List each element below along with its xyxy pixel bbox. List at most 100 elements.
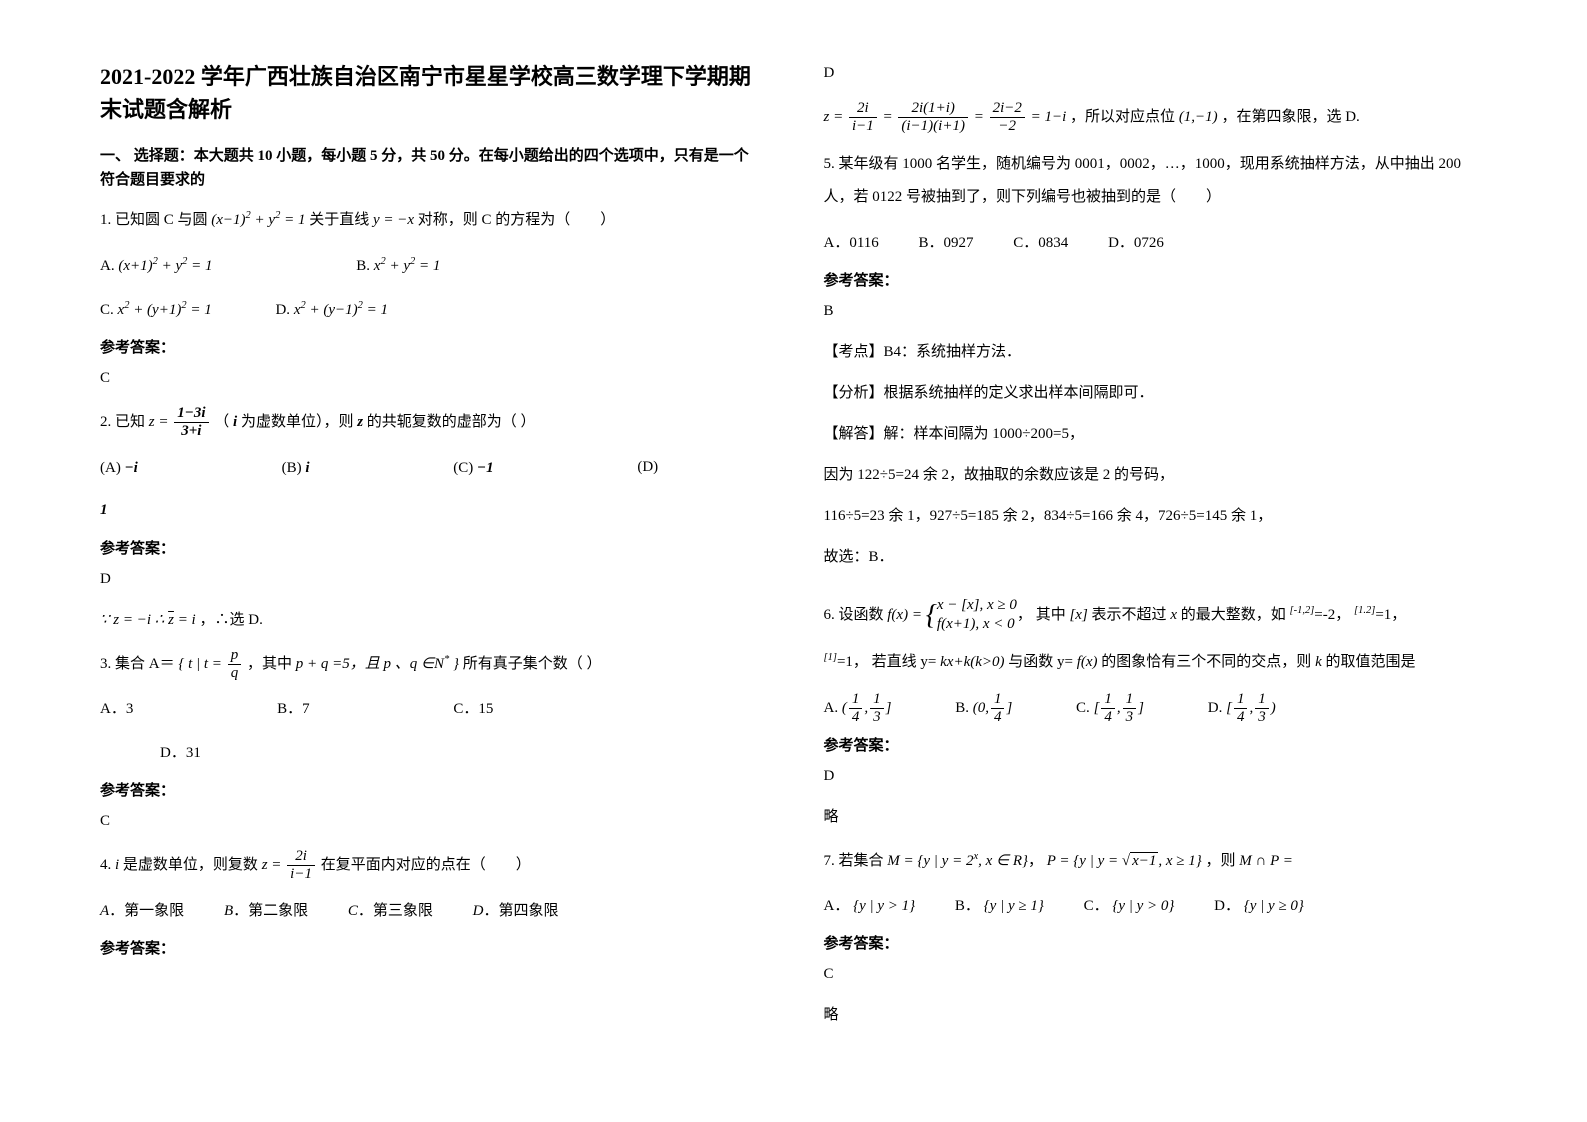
- q1-optC-expr: x2 + (y+1)2 = 1: [118, 302, 212, 318]
- q6-answer: D: [824, 763, 1488, 790]
- optC-label: C.: [100, 302, 114, 318]
- q3-options: A．3 B．7 C．15: [100, 691, 764, 728]
- q2-z: z: [353, 414, 366, 430]
- q7-answer-label: 参考答案：: [824, 932, 1488, 953]
- q6-bracket-x: [x]: [1069, 607, 1087, 623]
- q4-i: i: [115, 857, 123, 873]
- q6-supA-val: =-2，: [1314, 607, 1350, 623]
- optA-label: ．第一象限: [109, 903, 184, 919]
- q6-k: k: [1315, 654, 1325, 670]
- question-6: 6. 设函数 f(x) = {x − [x], x ≥ 0f(x+1), x <…: [824, 585, 1488, 680]
- optB-label: B.: [356, 258, 370, 274]
- q4-optA: A．第一象限: [100, 893, 184, 929]
- q6-x: x: [1170, 607, 1180, 623]
- optD-label: D.: [1208, 700, 1223, 716]
- q6-mid5: 与函数 y=: [1008, 654, 1073, 670]
- q3-expr2: p + q =5，且 p 、q ∈N* }: [296, 656, 459, 672]
- q1-stem-pre: 1. 已知圆 C 与圆: [100, 212, 208, 228]
- q7-optA-val: {y | y > 1}: [853, 898, 915, 914]
- optC-label: (C): [453, 460, 473, 476]
- q4-answer: D: [824, 60, 1488, 87]
- q7-optC-val: {y | y > 0}: [1112, 898, 1174, 914]
- q5-optD: D．0726: [1108, 225, 1164, 261]
- q1-expr2: y = −x: [373, 212, 418, 228]
- q5-optB: B．0927: [919, 225, 974, 261]
- q1-optB-expr: x2 + y2 = 1: [374, 258, 441, 274]
- document-root: 2021-2022 学年广西壮族自治区南宁市星星学校高三数学理下学期期末试题含解…: [100, 60, 1487, 1043]
- optD-label: D.: [275, 302, 290, 318]
- question-4: 4. i 是虚数单位，则复数 z = 2ii−1 在复平面内对应的点在（ ）: [100, 849, 764, 882]
- q2-i: i: [229, 414, 241, 430]
- q6-post2: 的取值范围是: [1325, 654, 1415, 670]
- q2-optC-val: −1: [477, 460, 494, 476]
- q4-answer-label: 参考答案：: [100, 937, 764, 958]
- q7-optD: D． {y | y ≥ 0}: [1214, 888, 1304, 924]
- q6-optA: A. (14,13]: [824, 690, 892, 726]
- q5-solve1: 【解答】解：样本间隔为 1000÷200=5，: [824, 421, 1488, 448]
- optA-label: (A): [100, 460, 121, 476]
- q6-optB: B. (0,14]: [955, 690, 1012, 726]
- q4-point: (1,−1): [1179, 109, 1218, 125]
- q6-mid3: 的最大整数，如: [1181, 607, 1286, 623]
- left-column: 2021-2022 学年广西壮族自治区南宁市星星学校高三数学理下学期期末试题含解…: [100, 60, 764, 1043]
- q6-optC: C. [14,13]: [1076, 690, 1144, 726]
- q2-optD: (D): [637, 459, 658, 475]
- question-3: 3. 集合 A＝ { t | t = pq ，其中 p + q =5，且 p 、…: [100, 648, 764, 681]
- q7-stem-mid: ，则: [1206, 853, 1236, 869]
- right-column: D z = 2ii−1 = 2i(1+i)(i−1)(i+1) = 2i−2−2…: [824, 60, 1488, 1043]
- q3-optD: D．31: [160, 745, 201, 761]
- q5-solve3: 116÷5=23 余 1，927÷5=185 余 2，834÷5=166 余 4…: [824, 503, 1488, 530]
- q2-mid2: 为虚数单位），则: [241, 414, 354, 430]
- q7-optB-val: {y | y ≥ 1}: [984, 898, 1044, 914]
- q6-optD-val: [14,13): [1226, 700, 1276, 716]
- optD-label: ．第四象限: [484, 903, 559, 919]
- optA-label: A．: [824, 898, 850, 914]
- q7-optC: C． {y | y > 0}: [1084, 888, 1175, 924]
- q6-fx: f(x): [1077, 654, 1098, 670]
- q4-optB: B．第二象限: [224, 893, 308, 929]
- q6-ex2: [1.2]: [1354, 607, 1375, 623]
- q2-answer: D: [100, 566, 764, 593]
- q2-explain-expr: ∵ z = −i ∴ z = i: [100, 612, 199, 628]
- q5-optC: C．0834: [1013, 225, 1068, 261]
- q5-analysis: 【分析】根据系统抽样的定义求出样本间隔即可．: [824, 380, 1488, 407]
- q2-options: (A) −i (B) i (C) −1 (D): [100, 449, 764, 486]
- q1-stem-post: 对称，则 C 的方程为（ ）: [418, 212, 616, 228]
- q3-options2: D．31: [100, 735, 764, 771]
- q5-optA: A．0116: [824, 225, 879, 261]
- q3-expr: { t | t = pq: [178, 656, 247, 672]
- q1-answer-label: 参考答案：: [100, 336, 764, 357]
- optB-label: ．第二象限: [233, 903, 308, 919]
- q1-optA: A. (x+1)2 + y2 = 1: [100, 248, 213, 284]
- q5-solve4: 故选：B．: [824, 544, 1488, 571]
- q6-post: 的图象恰有三个不同的交点，则: [1101, 654, 1311, 670]
- q6-line: kx+k(k>0): [940, 654, 1004, 670]
- optB-label: (B): [282, 460, 302, 476]
- q3-optB: B．7: [277, 691, 310, 727]
- q7-stem-pre: 7. 若集合: [824, 853, 884, 869]
- q3-optC: C．15: [453, 691, 493, 727]
- q7-optA: A． {y | y > 1}: [824, 888, 916, 924]
- q4-explain-text: ，所以对应点位: [1070, 109, 1175, 125]
- optB-label: B．: [955, 898, 980, 914]
- q6-ex1: [-1,2]: [1290, 607, 1315, 623]
- q7-explain: 略: [824, 1002, 1488, 1029]
- optC-label: C.: [1076, 700, 1090, 716]
- q7-intersect: M ∩ P =: [1239, 853, 1293, 869]
- q6-supB: [1.2]: [1354, 605, 1375, 616]
- q4-explain-text2: ，在第四象限，选 D.: [1221, 109, 1359, 125]
- q2-optA-val: −i: [125, 460, 138, 476]
- q6-optC-val: [14,13]: [1094, 700, 1144, 716]
- q1-optC: C. x2 + (y+1)2 = 1: [100, 292, 212, 328]
- q2-optB: (B) i: [282, 450, 310, 486]
- q4-stem-mid: 是虚数单位，则复数: [123, 857, 258, 873]
- optA-label: A.: [824, 700, 839, 716]
- q6-piecewise: f(x) = {x − [x], x ≥ 0f(x+1), x < 0: [887, 607, 1017, 623]
- q4-stem-pre: 4.: [100, 857, 111, 873]
- optC-label: C．: [1084, 898, 1109, 914]
- optC-label: ．第三象限: [358, 903, 433, 919]
- q2-optD-value: 1: [100, 502, 108, 518]
- q6-stem-pre: 6. 设函数: [824, 607, 884, 623]
- q5-options: A．0116 B．0927 C．0834 D．0726: [824, 224, 1488, 261]
- q4-expr: z = 2ii−1: [262, 857, 321, 873]
